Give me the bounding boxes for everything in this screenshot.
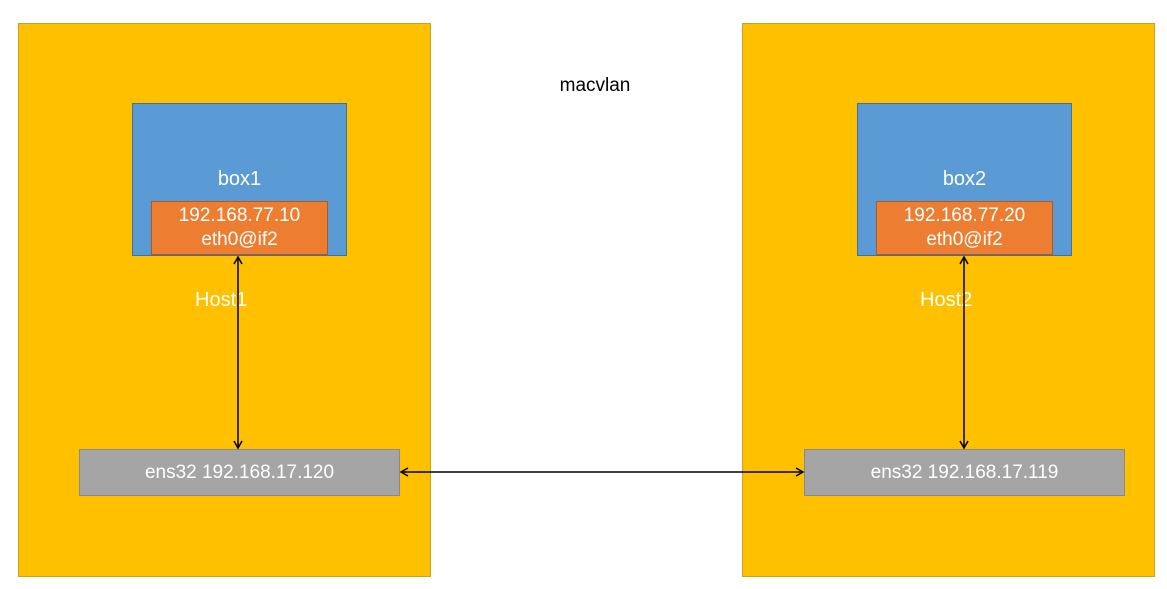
box1-label: box1 <box>217 168 262 190</box>
host2-nic: ens32 192.168.17.119 <box>804 449 1125 496</box>
box1-container: box1 192.168.77.10 eth0@if2 <box>132 103 347 256</box>
box1-ip: 192.168.77.10 <box>178 205 301 226</box>
box1-iface-name: eth0@if2 <box>201 229 278 250</box>
box2-interface: 192.168.77.20 eth0@if2 <box>876 201 1053 255</box>
box2-iface-name: eth0@if2 <box>926 229 1003 250</box>
host2-label: Host2 <box>920 289 973 311</box>
box2-container: box2 192.168.77.20 eth0@if2 <box>857 103 1072 256</box>
box2-ip: 192.168.77.20 <box>903 205 1026 226</box>
box1-interface: 192.168.77.10 eth0@if2 <box>151 201 328 255</box>
diagram-title: macvlan <box>559 75 631 96</box>
box2-label: box2 <box>942 168 987 190</box>
host1-nic: ens32 192.168.17.120 <box>79 449 400 496</box>
